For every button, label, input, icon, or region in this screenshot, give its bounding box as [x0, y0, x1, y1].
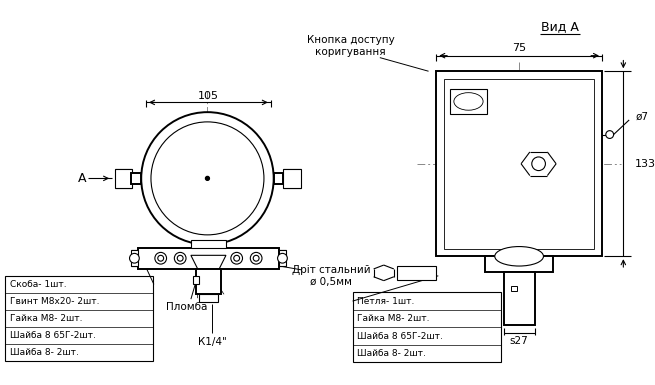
- Bar: [278, 251, 286, 266]
- Circle shape: [250, 253, 262, 264]
- Text: А: А: [77, 172, 86, 185]
- Ellipse shape: [454, 93, 483, 110]
- Polygon shape: [191, 255, 226, 269]
- Text: ø7: ø7: [636, 112, 649, 122]
- Text: Скоба- 1шт.: Скоба- 1шт.: [10, 280, 66, 289]
- Circle shape: [151, 122, 264, 235]
- Bar: [504, 272, 534, 325]
- Text: Шайба 8- 2шт.: Шайба 8- 2шт.: [10, 348, 79, 357]
- Text: Кнопка доступу
коригування: Кнопка доступу коригування: [307, 35, 394, 57]
- Text: К1/4": К1/4": [198, 337, 227, 347]
- Bar: [352, 292, 500, 362]
- Text: Гайка М8- 2шт.: Гайка М8- 2шт.: [358, 314, 430, 323]
- Bar: [436, 71, 602, 256]
- Circle shape: [532, 157, 546, 171]
- Bar: [485, 256, 553, 272]
- Bar: [115, 169, 132, 188]
- Polygon shape: [193, 276, 198, 284]
- Circle shape: [155, 253, 166, 264]
- Circle shape: [278, 253, 288, 263]
- Bar: [274, 172, 284, 184]
- Text: s27: s27: [510, 336, 529, 346]
- Text: 133: 133: [635, 159, 655, 169]
- Text: Гвинт М8х20- 2шт.: Гвинт М8х20- 2шт.: [10, 297, 100, 306]
- Text: 105: 105: [198, 90, 219, 100]
- Circle shape: [130, 253, 140, 263]
- Bar: [444, 79, 594, 248]
- Text: Шайба 8 65Г-2шт.: Шайба 8 65Г-2шт.: [358, 331, 443, 341]
- Bar: [196, 269, 221, 294]
- Circle shape: [206, 176, 210, 180]
- Text: Гайка М8- 2шт.: Гайка М8- 2шт.: [10, 314, 83, 323]
- Circle shape: [253, 255, 259, 261]
- Bar: [138, 248, 278, 269]
- Bar: [132, 172, 141, 184]
- Circle shape: [606, 131, 614, 139]
- Text: Шайба 8 65Г-2шт.: Шайба 8 65Г-2шт.: [10, 331, 96, 340]
- Text: Вид А: Вид А: [541, 20, 579, 33]
- Bar: [130, 251, 138, 266]
- Circle shape: [231, 253, 242, 264]
- Bar: [5, 276, 153, 362]
- Text: Петля- 1шт.: Петля- 1шт.: [358, 296, 415, 306]
- Bar: [198, 294, 218, 302]
- Circle shape: [174, 253, 186, 264]
- Text: Шайба 8- 2шт.: Шайба 8- 2шт.: [358, 349, 426, 358]
- Circle shape: [234, 255, 240, 261]
- Circle shape: [141, 112, 274, 244]
- Bar: [450, 89, 487, 114]
- Bar: [398, 266, 436, 280]
- Text: 75: 75: [512, 43, 526, 53]
- Polygon shape: [512, 286, 517, 291]
- Text: Дріт стальний
ø 0,5мм: Дріт стальний ø 0,5мм: [292, 265, 371, 286]
- Ellipse shape: [495, 246, 544, 266]
- Circle shape: [178, 255, 183, 261]
- Circle shape: [158, 255, 164, 261]
- Bar: [284, 169, 301, 188]
- Bar: [191, 240, 226, 248]
- Text: Пломба: Пломба: [166, 302, 208, 312]
